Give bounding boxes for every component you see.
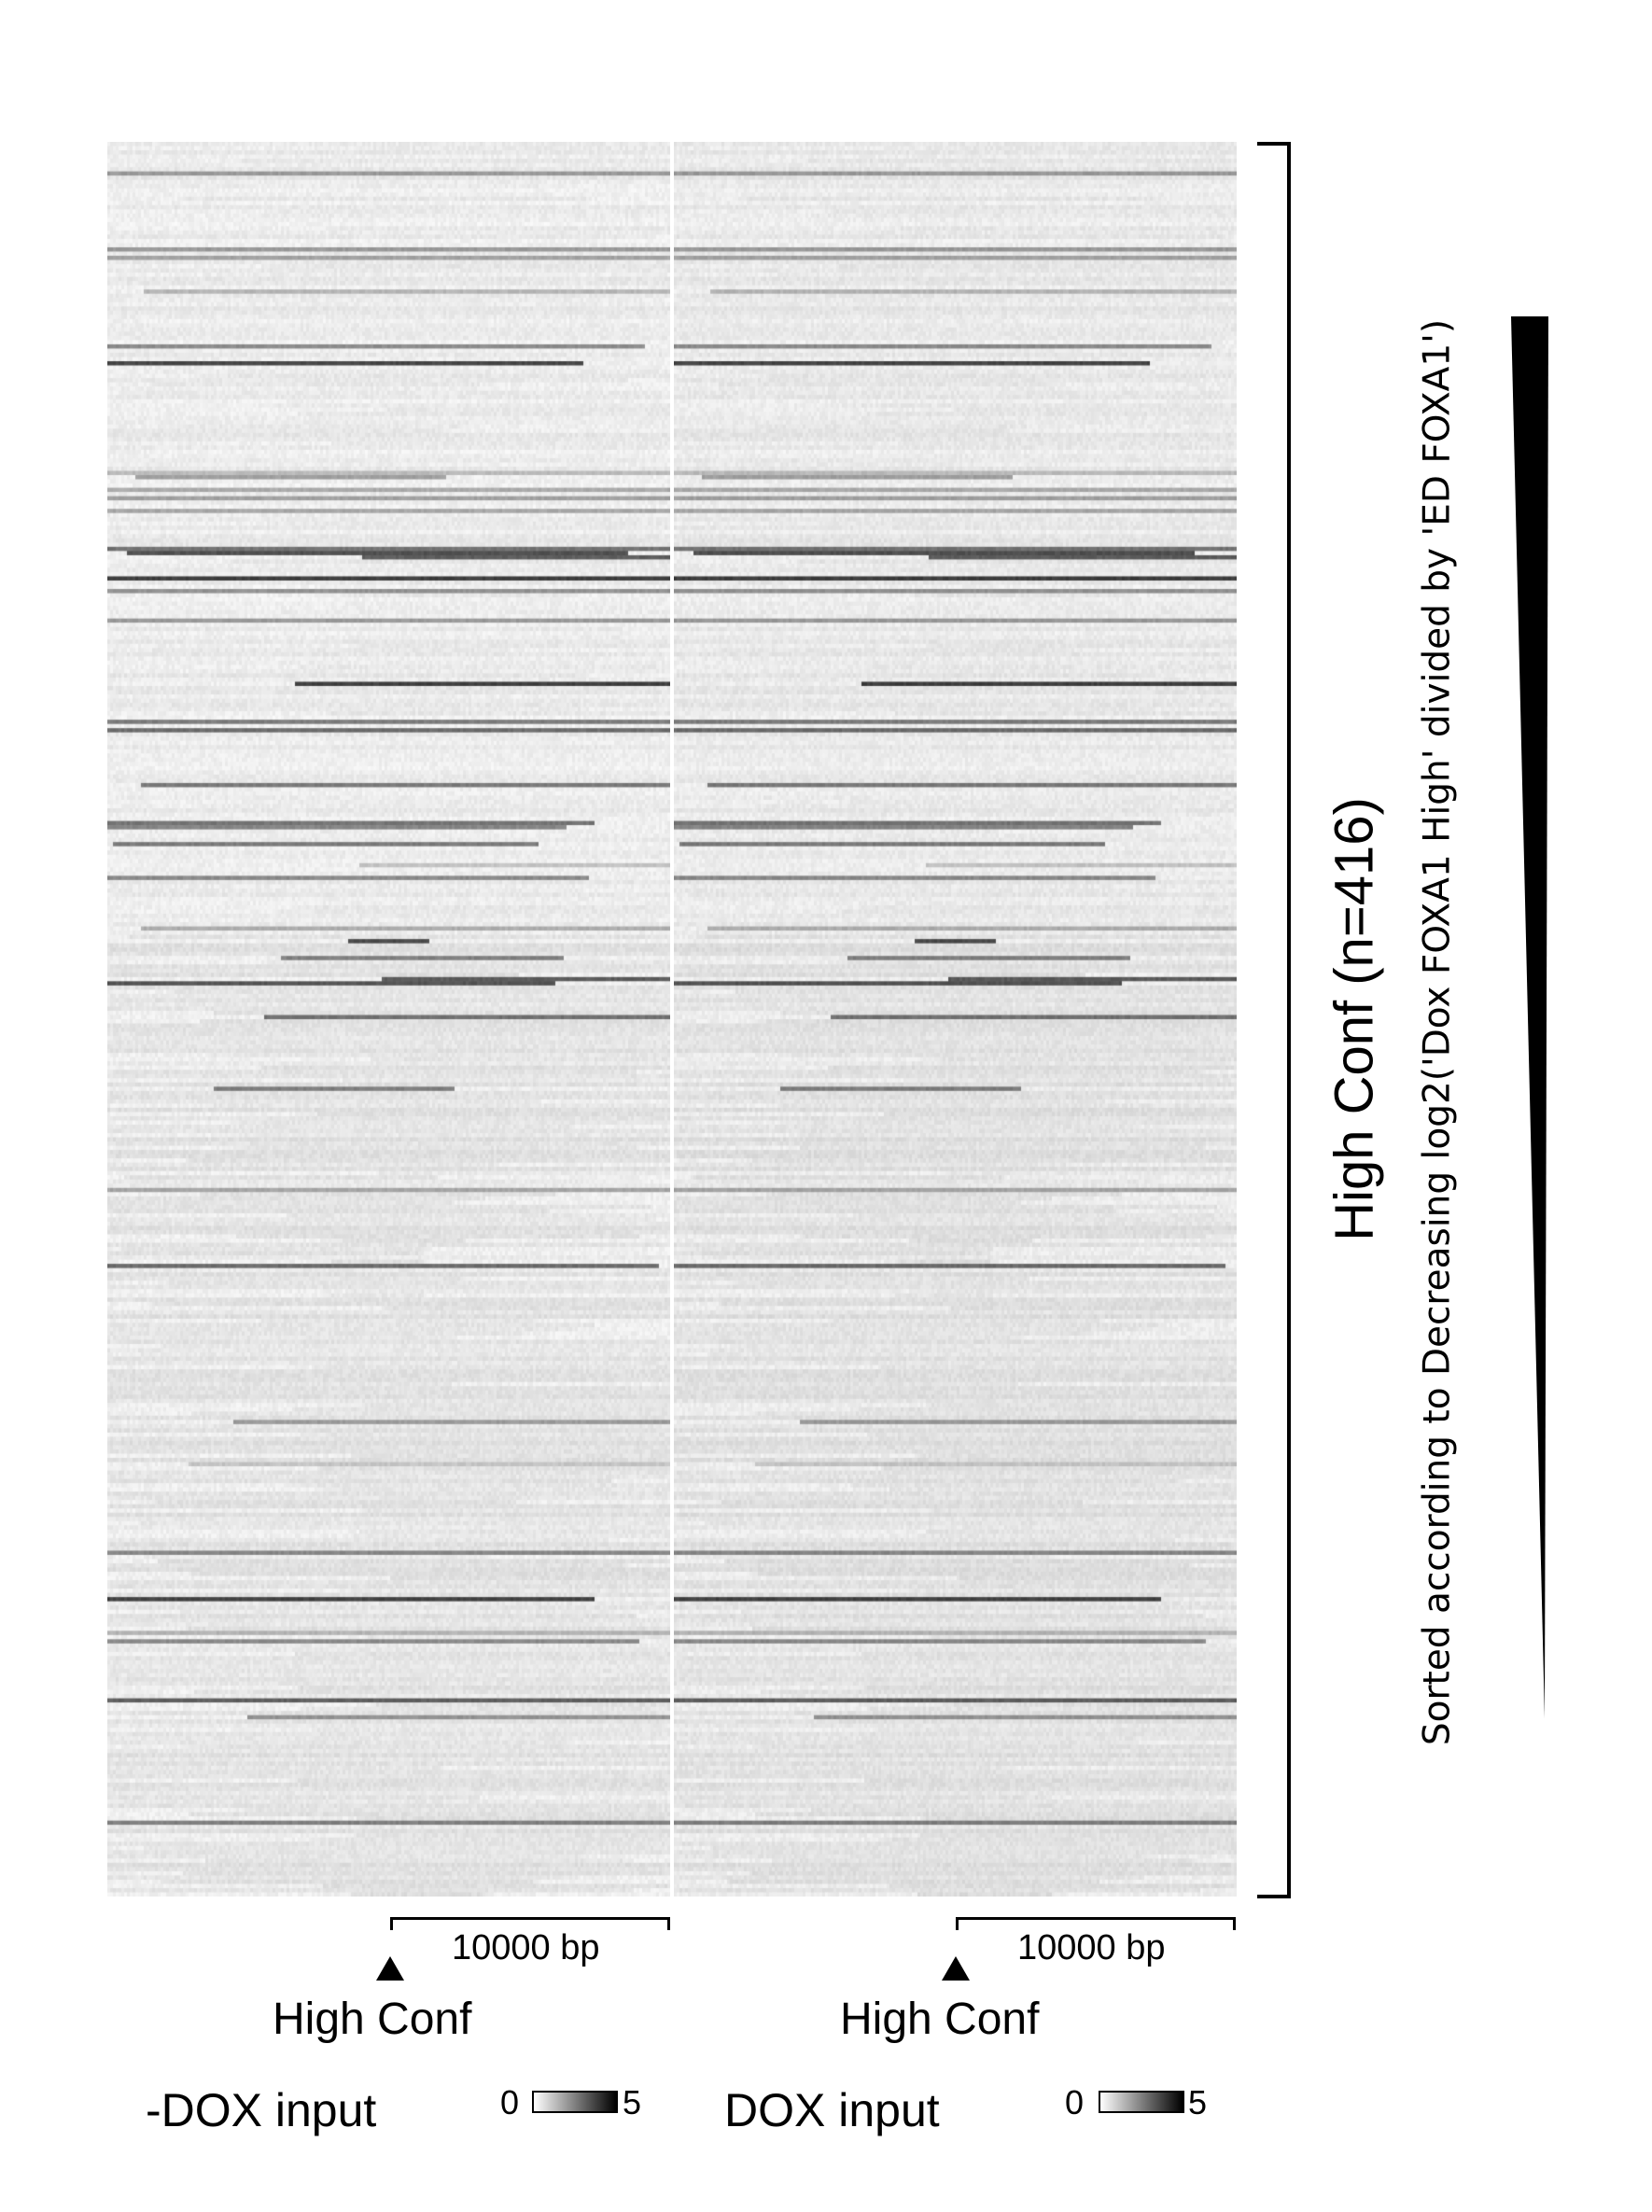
group-bracket <box>1257 142 1291 1898</box>
colorbar-right <box>1099 2091 1184 2113</box>
anchor-triangle-icon <box>942 1956 970 1981</box>
sort-order-label: Sorted according to Decreasing log2('Dox… <box>1416 318 1459 1746</box>
heatmap-dox-plus <box>674 142 1237 1897</box>
anchor-label-right: High Conf <box>840 1995 1040 2044</box>
scale-bar-right <box>956 1917 1236 1930</box>
panel-title-left: -DOX input <box>146 2084 377 2136</box>
anchor-label-left: High Conf <box>273 1995 472 2044</box>
scale-bar-left <box>390 1917 670 1930</box>
panel-title-right: DOX input <box>724 2084 940 2136</box>
heatmap-canvas-dox-minus <box>107 142 670 1897</box>
scale-label-right: 10000 bp <box>1017 1928 1166 1967</box>
scale-label-left: 10000 bp <box>452 1928 600 1967</box>
colorbar-min-label-left: 0 <box>500 2083 520 2121</box>
colorbar-max-label-left: 5 <box>623 2083 642 2121</box>
heatmap-dox-minus <box>107 142 670 1897</box>
anchor-triangle-icon <box>376 1956 404 1981</box>
colorbar-min-label-right: 0 <box>1065 2083 1085 2121</box>
colorbar-max-label-right: 5 <box>1188 2083 1208 2121</box>
colorbar-left <box>532 2091 618 2113</box>
sort-order-wedge-icon <box>1511 316 1548 1718</box>
heatmap-canvas-dox-plus <box>674 142 1237 1897</box>
group-label: High Conf (n=416) <box>1323 797 1385 1241</box>
